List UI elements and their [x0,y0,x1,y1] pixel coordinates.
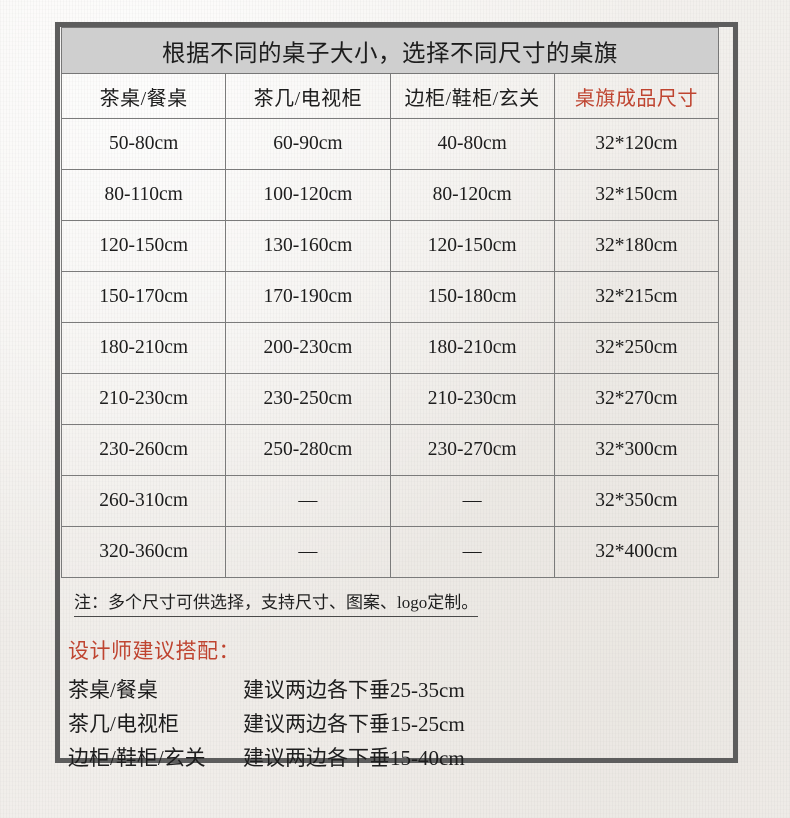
list-item: 边柜/鞋柜/玄关 建议两边各下垂15-40cm [68,742,733,776]
cell-c3: 32*400cm [553,526,720,578]
cell-c3: 32*150cm [553,169,720,221]
table-header-row: 茶桌/餐桌 茶几/电视柜 边柜/鞋柜/玄关 桌旗成品尺寸 [60,73,720,119]
table-title: 根据不同的桌子大小，选择不同尺寸的桌旗 [61,27,719,74]
column-header-tea-dining-table: 茶桌/餐桌 [60,73,227,119]
cell-c1: — [225,526,391,578]
cell-c2: 120-150cm [389,220,555,272]
cell-c3: 32*350cm [553,475,720,527]
cell-c3: 32*270cm [553,373,720,425]
table-row: 50-80cm 60-90cm 40-80cm 32*120cm [60,118,720,170]
table-row: 150-170cm 170-190cm 150-180cm 32*215cm [60,271,720,323]
table-row: 120-150cm 130-160cm 120-150cm 32*180cm [60,220,720,272]
cell-c0: 120-150cm [60,220,227,272]
cell-c2: 40-80cm [389,118,555,170]
suggestion-label: 茶桌/餐桌 [68,678,158,702]
cell-c0: 210-230cm [60,373,227,425]
size-spec-table: 根据不同的桌子大小，选择不同尺寸的桌旗 茶桌/餐桌 茶几/电视柜 边柜/鞋柜/玄… [60,27,720,578]
cell-c2: — [389,475,555,527]
table-title-row: 根据不同的桌子大小，选择不同尺寸的桌旗 [61,27,719,74]
cell-c1: 130-160cm [225,220,391,272]
column-header-coffee-tv-cabinet: 茶几/电视柜 [225,73,391,119]
cell-c1: — [225,475,391,527]
cell-c0: 230-260cm [60,424,227,476]
table-row: 180-210cm 200-230cm 180-210cm 32*250cm [60,322,720,374]
list-item: 茶几/电视柜 建议两边各下垂15-25cm [68,708,733,742]
column-header-runner-finished-size: 桌旗成品尺寸 [553,73,720,119]
outer-frame-border [55,22,738,763]
cell-c1: 250-280cm [225,424,391,476]
cell-c3: 32*120cm [553,118,720,170]
cell-c3: 32*250cm [553,322,720,374]
cell-c2: — [389,526,555,578]
cell-c2: 210-230cm [389,373,555,425]
suggestion-value: 建议两边各下垂15-25cm [243,712,465,736]
cell-c0: 180-210cm [60,322,227,374]
table-row: 80-110cm 100-120cm 80-120cm 32*150cm [60,169,720,221]
cell-c3: 32*180cm [553,220,720,272]
suggestion-label: 茶几/电视柜 [68,712,179,736]
suggestion-value: 建议两边各下垂15-40cm [243,746,465,770]
table-row: 260-310cm — — 32*350cm [60,475,720,527]
table-row: 210-230cm 230-250cm 210-230cm 32*270cm [60,373,720,425]
table-row: 320-360cm — — 32*400cm [60,526,720,578]
cell-c1: 200-230cm [225,322,391,374]
cell-c1: 60-90cm [225,118,391,170]
designer-suggestion-list: 茶桌/餐桌 建议两边各下垂25-35cm 茶几/电视柜 建议两边各下垂15-25… [68,674,733,776]
suggestion-value: 建议两边各下垂25-35cm [243,678,465,702]
cell-c0: 260-310cm [60,475,227,527]
suggestion-label: 边柜/鞋柜/玄关 [68,746,206,770]
cell-c1: 230-250cm [225,373,391,425]
note-text: 注：多个尺寸可供选择，支持尺寸、图案、logo定制。 [74,588,479,617]
cell-c2: 180-210cm [389,322,555,374]
list-item: 茶桌/餐桌 建议两边各下垂25-35cm [68,674,733,708]
cell-c3: 32*300cm [553,424,720,476]
cell-c0: 50-80cm [60,118,227,170]
table-row: 230-260cm 250-280cm 230-270cm 32*300cm [60,424,720,476]
cell-c3: 32*215cm [553,271,720,323]
cell-c2: 80-120cm [389,169,555,221]
cell-c0: 320-360cm [60,526,227,578]
column-header-sideboard-shoe-entry: 边柜/鞋柜/玄关 [389,73,555,119]
cell-c0: 150-170cm [60,271,227,323]
cell-c2: 230-270cm [389,424,555,476]
cell-c0: 80-110cm [60,169,227,221]
cell-c1: 100-120cm [225,169,391,221]
designer-suggestion-title: 设计师建议搭配： [68,639,240,663]
content-area: 根据不同的桌子大小，选择不同尺寸的桌旗 茶桌/餐桌 茶几/电视柜 边柜/鞋柜/玄… [60,27,733,770]
cell-c1: 170-190cm [225,271,391,323]
cell-c2: 150-180cm [389,271,555,323]
